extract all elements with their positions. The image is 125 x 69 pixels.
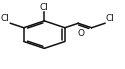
Text: O: O (78, 29, 85, 38)
Text: Cl: Cl (106, 14, 114, 23)
Text: Cl: Cl (40, 3, 49, 12)
Text: Cl: Cl (1, 14, 10, 23)
